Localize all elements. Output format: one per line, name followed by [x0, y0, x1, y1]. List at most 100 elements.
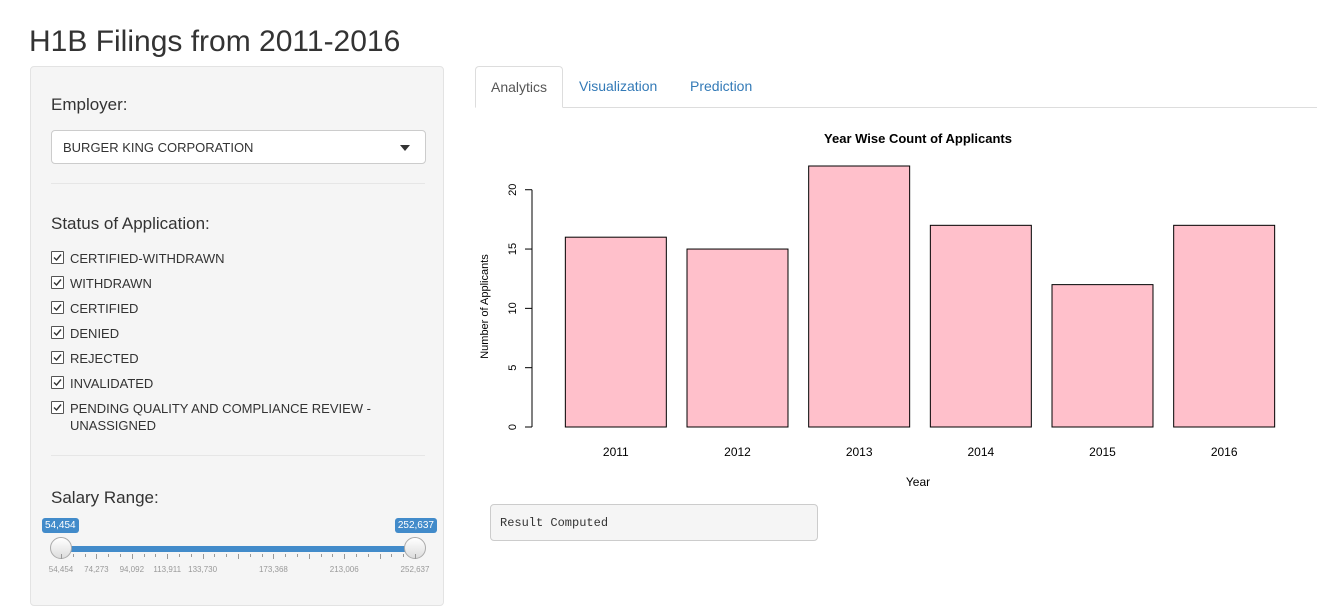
y-axis-label: Number of Applicants: [479, 254, 491, 359]
slider-tick-label: 173,368: [258, 565, 288, 574]
checkbox-checked-icon[interactable]: [51, 351, 64, 364]
checkbox-checked-icon[interactable]: [51, 251, 64, 264]
chart-bar: [1051, 284, 1154, 428]
divider: [51, 455, 425, 456]
status-option-label: WITHDRAWN: [70, 276, 152, 291]
employer-select-value: BURGER KING CORPORATION: [63, 140, 254, 155]
slider-tick: [356, 554, 357, 557]
slider-tick-label: 94,092: [119, 565, 145, 574]
slider-tick: [155, 554, 157, 557]
slider-tick-label: 54,454: [48, 565, 74, 574]
divider: [51, 183, 425, 184]
slider-tick-label: 113,911: [153, 565, 182, 574]
slider-tick: [167, 554, 169, 559]
slider-tick-label: 213,006: [329, 565, 359, 574]
employer-select[interactable]: BURGER KING CORPORATION: [51, 130, 426, 164]
slider-tick: [332, 554, 334, 557]
x-tick-label: 2014: [967, 445, 994, 459]
status-option-label: CERTIFIED-WITHDRAWN: [70, 251, 225, 266]
slider-tick: [285, 554, 287, 557]
slider-max-value: 252,637: [394, 518, 437, 533]
y-tick-label: 5: [507, 365, 519, 371]
checkbox-checked-icon[interactable]: [51, 276, 64, 289]
checkbox-checked-icon[interactable]: [51, 326, 64, 339]
chart-bar: [1173, 224, 1276, 428]
slider-tick: [84, 554, 86, 557]
x-tick-label: 2012: [724, 445, 751, 459]
status-option-label: PENDING QUALITY AND COMPLIANCE REVIEW -U…: [70, 401, 371, 433]
slider-tick: [367, 554, 369, 557]
status-option-label: DENIED: [70, 326, 120, 341]
slider-tick-label: 74,273: [84, 565, 109, 574]
result-output: Result Computed: [490, 504, 818, 541]
slider-tick: [108, 554, 110, 557]
status-option-label: INVALIDATED: [70, 376, 154, 391]
slider-tick: [61, 554, 62, 559]
slider-tick: [297, 554, 298, 557]
slider-tick: [143, 554, 145, 557]
tab-visualization[interactable]: Visualization: [579, 78, 658, 94]
slider-tick: [214, 554, 216, 557]
status-option[interactable]: DENIED: [51, 325, 119, 342]
status-option-label: REJECTED: [70, 351, 139, 366]
y-tick-label: 10: [507, 302, 519, 314]
slider-tick: [415, 554, 416, 559]
slider-tick: [261, 554, 263, 557]
salary-range-slider[interactable]: 54,454 252,637 54,454 74,273 94,092 113,911…: [31, 515, 445, 595]
y-tick-label: 15: [507, 243, 519, 255]
caret-down-icon: [400, 145, 410, 151]
slider-tick: [379, 554, 381, 559]
status-option-label: CERTIFIED: [70, 301, 139, 316]
slider-tick: [344, 554, 346, 559]
slider-tick: [308, 554, 310, 559]
status-option[interactable]: INVALIDATED: [51, 375, 153, 392]
slider-tick: [391, 554, 393, 557]
status-label: Status of Application:: [51, 214, 210, 233]
slider-min-value: 54,454: [42, 518, 79, 533]
x-tick-label: 2011: [603, 445, 629, 459]
tab-analytics[interactable]: Analytics: [475, 66, 564, 108]
slider-tick-label: 252,637: [400, 565, 430, 574]
tab-bar: Analytics Visualization Prediction: [475, 66, 1317, 108]
page-title: H1B Filings from 2011-2016: [29, 25, 401, 58]
slider-tick: [273, 554, 275, 559]
y-tick-label: 0: [507, 424, 519, 430]
slider-tick: [96, 554, 98, 559]
x-tick-label: 2015: [1089, 445, 1116, 459]
employer-label: Employer:: [51, 95, 128, 114]
chart-bar: [929, 224, 1032, 428]
checkbox-checked-icon[interactable]: [51, 401, 64, 414]
slider-selected-bar: [61, 546, 415, 552]
slider-tick: [120, 554, 121, 557]
slider-tick: [131, 554, 133, 559]
chart-bar: [686, 248, 789, 428]
salary-label: Salary Range:: [51, 488, 159, 507]
chart-container: Year Wise Count of Applicants 2011 2012 201…: [470, 118, 1310, 498]
slider-tick: [190, 554, 192, 557]
chart-bar: [564, 236, 667, 428]
sidebar-panel: Employer: BURGER KING CORPORATION Status…: [30, 66, 444, 606]
tab-prediction[interactable]: Prediction: [690, 78, 753, 94]
x-tick-label: 2016: [1211, 445, 1238, 459]
slider-tick: [179, 554, 180, 557]
status-option[interactable]: CERTIFIED-WITHDRAWN: [51, 250, 225, 267]
x-axis-label: Year: [906, 475, 930, 489]
checkbox-checked-icon[interactable]: [51, 301, 64, 314]
status-option[interactable]: REJECTED: [51, 350, 139, 367]
status-option[interactable]: CERTIFIED: [51, 300, 138, 317]
slider-tick: [403, 554, 405, 557]
chart-title: Year Wise Count of Applicants: [824, 131, 1012, 146]
checkbox-checked-icon[interactable]: [51, 376, 64, 389]
slider-tick: [320, 554, 322, 557]
slider-tick: [72, 554, 74, 557]
status-option[interactable]: WITHDRAWN: [51, 275, 152, 292]
slider-tick-label: 133,730: [188, 565, 218, 574]
chart-bar: [808, 165, 911, 428]
status-option[interactable]: PENDING QUALITY AND COMPLIANCE REVIEW -U…: [51, 400, 371, 434]
slider-tick: [202, 554, 204, 559]
slider-tick: [226, 554, 228, 557]
slider-tick: [238, 554, 239, 559]
slider-tick: [249, 554, 251, 557]
y-tick-label: 20: [507, 184, 519, 196]
